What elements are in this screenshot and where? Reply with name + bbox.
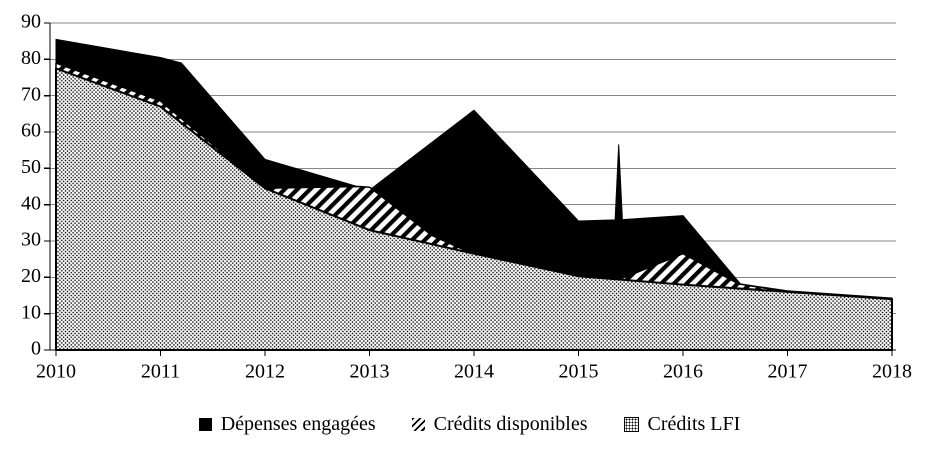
y-axis-label-20: 20 (21, 265, 41, 287)
y-axis-label-30: 30 (21, 229, 41, 251)
legend-label: Dépenses engagées (220, 413, 376, 435)
diagonal-hatch-swatch-icon (411, 417, 425, 431)
axis-labels: 0 10 20 30 40 50 60 70 80 90 2010 2011 2012 2013 2014 2… (21, 11, 912, 383)
dotted-swatch-icon (623, 416, 639, 432)
area-chart: 0 10 20 30 40 50 60 70 80 90 2010 2011 2012 2013 2014 2… (21, 11, 912, 383)
series-areas (55, 38, 893, 351)
solid-black-swatch-icon (198, 417, 212, 431)
x-axis-label-2014: 2014 (454, 361, 494, 383)
y-axis-label-40: 40 (21, 192, 41, 214)
y-axis-label-60: 60 (21, 120, 41, 142)
legend-item-credits-disponibles: Crédits disponibles (411, 413, 588, 435)
legend-item-depenses-engagees: Dépenses engagées (198, 413, 376, 435)
area-cr-dits-lfi (55, 67, 893, 351)
y-axis-label-10: 10 (21, 301, 41, 323)
x-axis-label-2015: 2015 (559, 361, 599, 383)
y-axis-label-0: 0 (31, 338, 41, 360)
legend: Dépenses engagées Crédits disponibles Cr… (0, 406, 939, 442)
y-axis-label-80: 80 (21, 47, 41, 69)
y-axis-label-50: 50 (21, 156, 41, 178)
y-axis-label-90: 90 (21, 11, 41, 33)
x-axis-label-2012: 2012 (245, 361, 285, 383)
legend-item-credits-lfi: Crédits LFI (623, 413, 741, 435)
y-axis-label-70: 70 (21, 83, 41, 105)
legend-label: Crédits LFI (647, 413, 741, 435)
x-axis-label-2017: 2017 (768, 361, 808, 383)
axes (44, 22, 896, 356)
legend-label: Crédits disponibles (433, 413, 588, 435)
x-axis-label-2016: 2016 (663, 361, 703, 383)
x-axis-label-2018: 2018 (872, 361, 912, 383)
x-axis-label-2011: 2011 (141, 361, 180, 383)
x-axis-label-2013: 2013 (350, 361, 390, 383)
x-axis-label-2010: 2010 (36, 361, 76, 383)
